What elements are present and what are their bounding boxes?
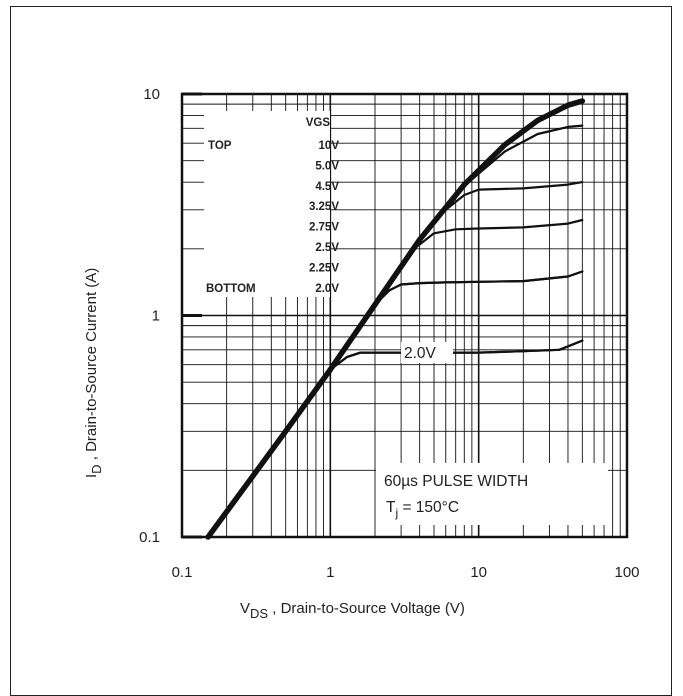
y-tick-label: 1 bbox=[152, 308, 160, 325]
y-tick-label: 10 bbox=[143, 86, 160, 103]
legend-entries: 10V 5.0V 4.5V 3.25V 2.75V 2.5V 2.25V 2.0V bbox=[309, 140, 339, 295]
legend-entry: 2.75V bbox=[309, 222, 339, 234]
x-tick-label: 100 bbox=[614, 564, 639, 581]
curve-label-background bbox=[401, 342, 453, 363]
x-tick-label: 1 bbox=[326, 564, 334, 581]
curves bbox=[205, 98, 586, 540]
annotation-pulse-width: 60µs PULSE WIDTH bbox=[384, 473, 528, 490]
x-axis-label-main: V bbox=[240, 600, 250, 617]
legend-top-label: TOP bbox=[208, 140, 232, 152]
legend-entry: 3.25V bbox=[309, 201, 339, 213]
chart: 0.1 1 10 100 0.1 1 10 VGS TOP BOTTOM 10V 5.0V 4.… bbox=[83, 86, 640, 621]
y-axis-label-sub: D bbox=[89, 464, 104, 473]
curve-label: 2.0V bbox=[404, 345, 437, 362]
annotation-temp-symbol: T bbox=[386, 499, 396, 516]
legend-entry: 10V bbox=[319, 140, 340, 152]
legend-entry: 5.0V bbox=[315, 160, 339, 172]
tick-labels: 0.1 1 10 100 0.1 1 10 bbox=[139, 86, 639, 581]
y-axis-label-rest: , Drain-to-Source Current (A) bbox=[83, 268, 100, 465]
legend-entry: 2.0V bbox=[315, 283, 339, 295]
y-axis-label-main: I bbox=[83, 474, 100, 478]
y-tick-label: 0.1 bbox=[139, 529, 160, 546]
annotation-background bbox=[376, 463, 608, 525]
legend-header: VGS bbox=[306, 117, 331, 129]
x-axis-label-sub: DS bbox=[250, 606, 268, 621]
plot-border bbox=[180, 92, 629, 539]
legend-background bbox=[204, 111, 330, 297]
legend: VGS TOP BOTTOM 10V 5.0V 4.5V 3.25V 2.75V 2.5V… bbox=[204, 111, 339, 297]
legend-entry: 2.5V bbox=[315, 242, 339, 254]
legend-entry: 2.25V bbox=[309, 262, 339, 274]
series-line-2_0V bbox=[207, 339, 584, 539]
grid bbox=[182, 92, 627, 539]
legend-entry: 4.5V bbox=[315, 181, 339, 193]
annotation-temp-subscript: j bbox=[394, 506, 398, 520]
x-axis-label-rest: , Drain-to-Source Voltage (V) bbox=[268, 600, 465, 617]
annotation-temperature: Tj = 150°C bbox=[386, 499, 459, 520]
legend-bottom-label: BOTTOM bbox=[206, 283, 256, 295]
y-axis-label: ID , Drain-to-Source Current (A) bbox=[83, 268, 104, 478]
x-tick-label: 0.1 bbox=[172, 564, 193, 581]
annotation-temp-value: = 150°C bbox=[398, 499, 459, 516]
x-tick-label: 10 bbox=[470, 564, 487, 581]
x-axis-label: VDS , Drain-to-Source Voltage (V) bbox=[240, 600, 465, 621]
